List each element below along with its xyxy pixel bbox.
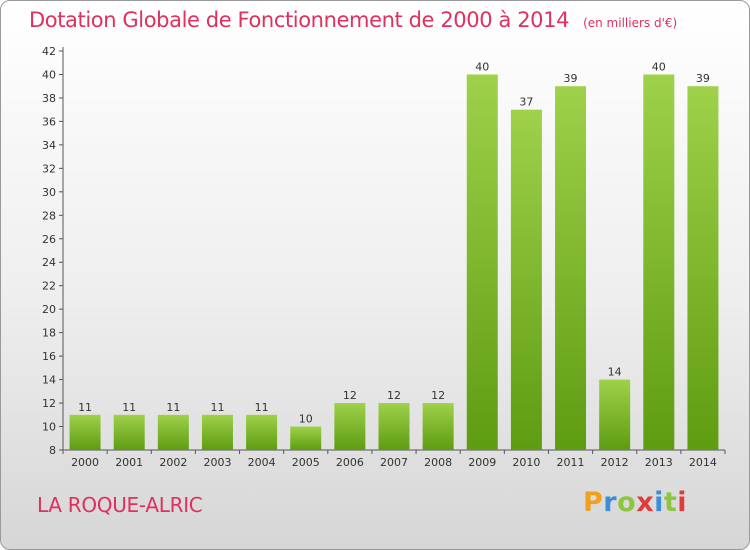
bar (599, 379, 631, 450)
y-tick-label: 10 (42, 421, 56, 434)
y-tick-label: 32 (42, 162, 56, 175)
bar-value-label: 12 (387, 389, 401, 402)
bar (69, 414, 101, 450)
bar (201, 414, 233, 450)
x-tick-label: 2009 (468, 456, 496, 469)
bar-value-label: 40 (475, 60, 489, 73)
logo-letter: P (583, 487, 604, 518)
chart-unit-label: (en milliers d'€) (583, 16, 678, 30)
proxiti-logo: Proxiti (583, 487, 687, 518)
bar-value-label: 12 (343, 389, 357, 402)
y-tick-label: 38 (42, 92, 56, 105)
chart-title-text: Dotation Globale de Fonctionnement de 20… (29, 8, 570, 32)
bar (643, 74, 675, 451)
bar-value-label: 11 (210, 401, 224, 414)
bar (510, 109, 542, 451)
bar-value-label: 10 (299, 413, 313, 426)
logo-letter: i (654, 487, 664, 518)
bar-value-label: 14 (608, 366, 622, 379)
bar (466, 74, 498, 451)
bar-value-label: 12 (431, 389, 445, 402)
x-tick-label: 2002 (159, 456, 187, 469)
x-tick-label: 2000 (71, 456, 99, 469)
bar-value-label: 39 (564, 72, 578, 85)
y-tick-label: 8 (49, 444, 56, 457)
x-tick-label: 2003 (203, 456, 231, 469)
logo-letter: o (617, 487, 637, 518)
bar (334, 403, 366, 450)
logo-letter: i (677, 487, 688, 518)
y-tick-label: 42 (42, 45, 56, 58)
bar (246, 414, 278, 450)
y-tick-label: 34 (42, 139, 56, 152)
x-tick-label: 2011 (557, 456, 585, 469)
bar (290, 426, 322, 450)
y-tick-label: 16 (42, 350, 56, 363)
bar (157, 414, 189, 450)
x-tick-label: 2005 (292, 456, 320, 469)
y-tick-label: 30 (42, 186, 56, 199)
bar (555, 86, 587, 451)
commune-name: LA ROQUE-ALRIC (37, 493, 203, 517)
logo-letter: r (603, 487, 618, 518)
y-tick-label: 36 (42, 115, 56, 128)
x-tick-label: 2010 (512, 456, 540, 469)
bar-value-label: 39 (696, 72, 710, 85)
bar (687, 86, 719, 451)
y-tick-label: 24 (42, 256, 56, 269)
x-tick-label: 2012 (601, 456, 629, 469)
bar (422, 403, 454, 450)
y-tick-label: 20 (42, 303, 56, 316)
bar-value-label: 11 (78, 401, 92, 414)
bar-value-label: 11 (255, 401, 269, 414)
logo-letter: t (663, 487, 678, 518)
x-tick-label: 2001 (115, 456, 143, 469)
x-tick-label: 2007 (380, 456, 408, 469)
bar-value-label: 11 (122, 401, 136, 414)
y-tick-label: 14 (42, 374, 56, 387)
bar (378, 403, 410, 450)
y-tick-label: 40 (42, 68, 56, 81)
y-tick-label: 28 (42, 209, 56, 222)
y-tick-label: 26 (42, 233, 56, 246)
y-tick-label: 18 (42, 327, 56, 340)
x-tick-label: 2014 (689, 456, 717, 469)
y-tick-label: 22 (42, 280, 56, 293)
bar-value-label: 37 (519, 96, 533, 109)
bar-value-label: 11 (166, 401, 180, 414)
chart-title: Dotation Globale de Fonctionnement de 20… (29, 8, 677, 32)
x-tick-label: 2013 (645, 456, 673, 469)
x-tick-label: 2008 (424, 456, 452, 469)
x-tick-label: 2004 (248, 456, 276, 469)
x-tick-label: 2006 (336, 456, 364, 469)
y-tick-label: 12 (42, 397, 56, 410)
logo-letter: x (636, 487, 655, 518)
bar-value-label: 40 (652, 60, 666, 73)
bar (113, 414, 145, 450)
